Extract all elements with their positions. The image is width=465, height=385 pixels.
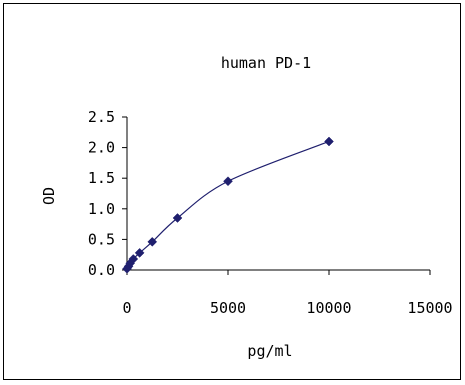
y-tick-label: 0.0 [88,261,115,279]
x-tick-label: 15000 [407,299,452,317]
chart-frame [3,3,461,380]
x-tick-label: 0 [122,299,131,317]
data-point [128,254,139,264]
x-ticks: 0 5000 10000 15000 [122,270,453,317]
chart-title: human PD-1 [221,54,311,72]
data-point [324,136,334,147]
x-tick-label: 5000 [210,299,246,317]
y-tick-label: 2.0 [88,139,115,157]
plot-area: 0.0 0.5 1.0 1.5 2.0 2.5 0 5000 10000 15000 [88,108,453,317]
data-point [147,236,158,247]
y-ticks: 0.0 0.5 1.0 1.5 2.0 2.5 [88,108,127,279]
y-tick-label: 1.0 [88,200,115,218]
y-tick-label: 1.5 [88,169,115,187]
y-tick-label: 2.5 [88,108,115,126]
y-tick-label: 0.5 [88,230,115,248]
data-point [134,248,145,258]
series-layer [122,136,334,274]
x-tick-label: 10000 [306,299,351,317]
data-point [172,213,183,223]
x-axis-title: pg/ml [247,342,292,360]
series-line [126,140,330,270]
y-axis-title: OD [40,187,58,205]
data-point [223,176,233,187]
